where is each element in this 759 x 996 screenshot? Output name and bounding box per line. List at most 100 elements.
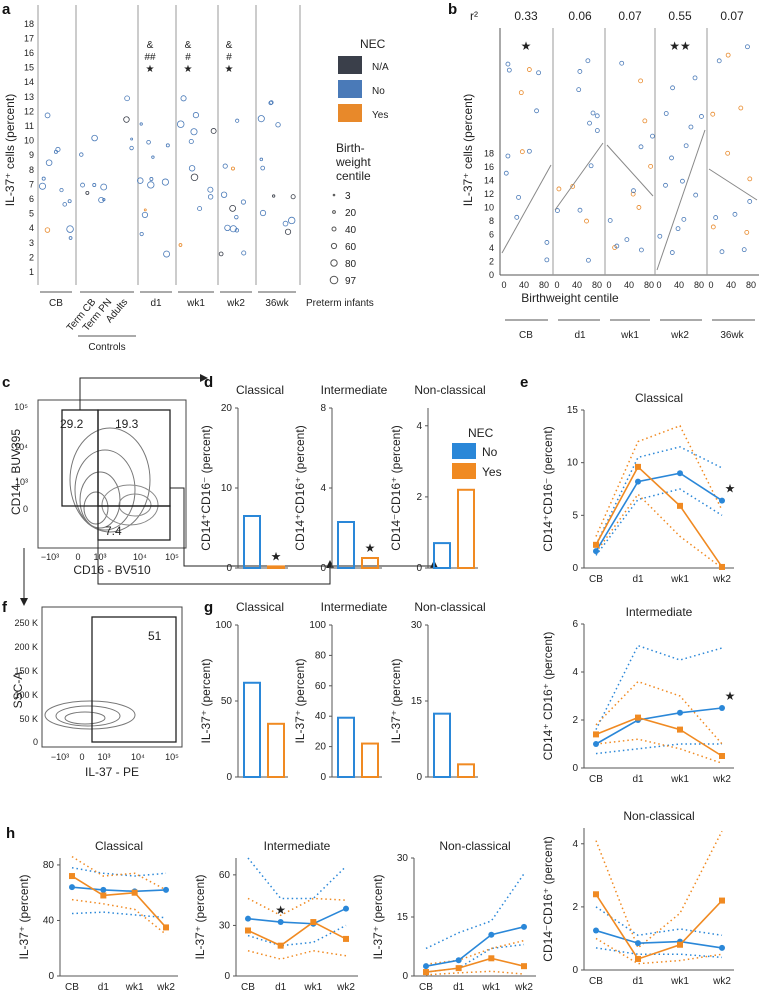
confidence-bound	[595, 424, 723, 537]
confidence-bound	[71, 855, 167, 891]
b-dot	[585, 58, 591, 64]
panel-f-xlabel: IL-37 - PE	[85, 765, 139, 779]
line-xtick: wk2	[712, 574, 731, 585]
a-dot	[197, 206, 203, 212]
a-dot	[282, 220, 289, 227]
bar-chart-g-3: Classical 0 50 100 IL-37⁺ (percent)	[199, 600, 288, 783]
b-dot	[744, 229, 750, 235]
bar-ytick: 20	[315, 742, 327, 753]
b-dot	[719, 249, 725, 255]
svg-text:36wk: 36wk	[720, 330, 744, 341]
a-dot	[275, 122, 281, 128]
b-dot	[675, 226, 681, 232]
a-dot	[147, 181, 155, 189]
series-point-no	[69, 884, 75, 891]
series-point-no	[677, 470, 683, 477]
series-point-no	[593, 548, 599, 555]
svg-text:0.07: 0.07	[720, 9, 744, 23]
a-dot	[260, 165, 266, 171]
line-ylabel: IL-37⁺ (percent)	[17, 874, 31, 959]
a-dot	[222, 163, 228, 169]
bar-ytick: 8	[320, 403, 326, 414]
panel-b-group-axis: CB d1 wk1 wk2 36wk	[505, 319, 755, 341]
panel-f-ylabel: SSC-A	[11, 672, 25, 709]
a-dot	[41, 176, 46, 181]
line-xtick: wk2	[514, 982, 533, 993]
series-point-no	[455, 957, 462, 964]
line-chart-e-1: Intermediate 0 2 4 6 CB d1 wk1 wk2 CD14⁺ CD16⁺ (p…	[541, 605, 735, 785]
b-dot	[657, 233, 663, 239]
bar-ytick: 0	[226, 563, 232, 574]
svg-text:★: ★	[184, 64, 193, 75]
confidence-bound	[595, 680, 723, 745]
a-dot	[44, 112, 51, 119]
b-xtick: 0	[708, 280, 713, 290]
svg-text:N/A: N/A	[372, 62, 389, 73]
panel-b-r2-values: 0.33 0.06 0.07 0.55 0.07	[514, 9, 744, 23]
b-dot	[631, 188, 636, 194]
a-dot	[143, 208, 147, 212]
svg-text:10⁵: 10⁵	[165, 752, 179, 762]
line-ytick: 0	[48, 971, 54, 982]
b-dot	[506, 67, 512, 73]
series-line-yes	[595, 465, 723, 568]
series-point-no	[277, 919, 284, 926]
svg-text:10⁴: 10⁴	[131, 752, 145, 762]
series-point-no	[719, 944, 725, 951]
a-dot	[178, 243, 183, 247]
b-dot	[747, 199, 753, 204]
b-xtick: 40	[726, 280, 736, 290]
svg-text:0: 0	[75, 552, 80, 562]
svg-text:150 K: 150 K	[14, 666, 38, 676]
bar-yes	[457, 488, 475, 569]
a-dot	[190, 128, 198, 136]
b-xtick: 0	[606, 280, 611, 290]
a-dot	[163, 250, 171, 258]
line-ytick: 15	[397, 912, 409, 923]
a-dot	[55, 146, 61, 153]
b-dot	[648, 163, 654, 169]
panel-label-c: c	[2, 374, 10, 391]
panel-b-xticks: 0 40 80 0 40 80 0 40 80 0 40 80 0 40 80	[501, 280, 756, 290]
confidence-bound	[425, 970, 525, 976]
line-sig-star: ★	[275, 903, 286, 917]
flow-plot-f: 51 0 50 K 100 K 150 K 200 K 250 K −10³ 0…	[14, 606, 183, 762]
a-dot	[229, 204, 237, 212]
svg-text:0.55: 0.55	[668, 9, 692, 23]
b-dot	[747, 176, 753, 182]
a-dot	[45, 159, 53, 167]
series-point-no	[677, 709, 683, 716]
a-dot	[192, 112, 200, 119]
b-dot	[725, 52, 731, 58]
b-dot	[505, 61, 511, 67]
bar-yes	[361, 557, 379, 569]
panel-b-yticks: 0 2 4 6 8 10 12 14 16 18	[484, 149, 494, 281]
a-ytick: 4	[29, 223, 34, 233]
bar-chart-title: Classical	[236, 600, 284, 614]
bar-no	[243, 515, 261, 569]
series-point-no	[593, 927, 599, 934]
bar-ytick: 50	[221, 696, 233, 707]
bar-ytick: 4	[320, 483, 326, 494]
b-dot	[536, 70, 541, 76]
nec-legend: NEC N/A No Yes	[338, 37, 389, 122]
b-ytick: 4	[489, 243, 494, 253]
confidence-bound	[247, 897, 347, 917]
svg-text:100 K: 100 K	[14, 690, 38, 700]
b-xtick: 40	[674, 280, 684, 290]
line-charts-e: Classical 0 5 10 15 CB d1 wk1 wk2 CD14⁺CD16⁻ (per…	[541, 391, 735, 987]
line-ytick: 2	[572, 902, 578, 913]
bar-ylabel: IL-37⁺ (percent)	[293, 658, 307, 743]
svg-text:10³: 10³	[97, 752, 110, 762]
b-dot	[577, 69, 583, 74]
line-xtick: CB	[419, 982, 433, 993]
line-chart-title: Non-classical	[439, 839, 510, 853]
a-group-wk2: wk2	[226, 298, 245, 309]
svg-text:10⁵: 10⁵	[14, 402, 28, 412]
line-ylabel: IL-37⁺ (percent)	[371, 874, 385, 959]
a-dot	[91, 134, 98, 142]
line-ytick: 0	[224, 971, 230, 982]
b-dot	[586, 257, 591, 263]
b-dot	[514, 214, 520, 220]
line-ylabel: CD14⁻CD16⁺ (percent)	[541, 836, 555, 961]
